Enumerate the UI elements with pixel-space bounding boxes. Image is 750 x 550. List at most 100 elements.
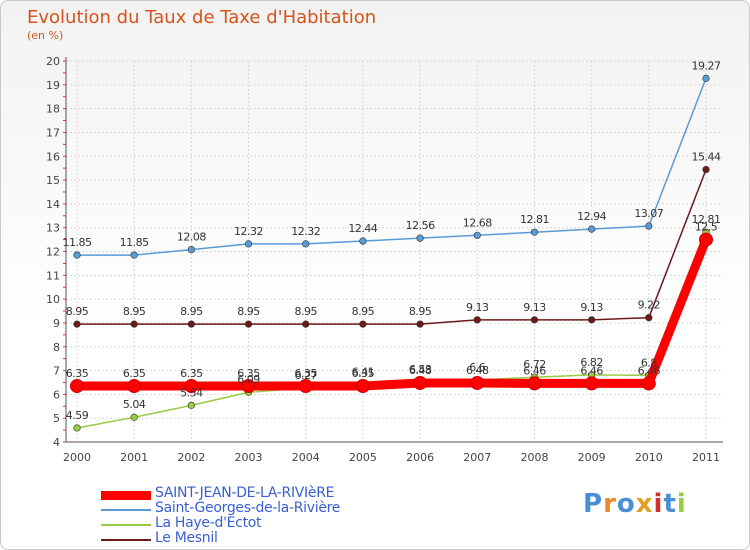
logo-letter: t bbox=[663, 489, 677, 519]
data-point bbox=[130, 413, 138, 421]
y-tick-label: 11 bbox=[46, 269, 60, 282]
legend-swatch bbox=[101, 490, 151, 500]
data-label: 5.54 bbox=[180, 386, 203, 399]
x-tick-label: 2004 bbox=[292, 451, 320, 464]
data-point bbox=[702, 165, 710, 174]
data-label: 6.6 bbox=[469, 361, 485, 374]
data-label: 6.27 bbox=[294, 369, 317, 382]
series-layer bbox=[70, 74, 713, 432]
data-point bbox=[302, 320, 310, 328]
legend-item: Saint-Georges-de-la-Rivière bbox=[101, 500, 401, 517]
y-tick-label: 13 bbox=[46, 222, 60, 235]
y-tick-label: 6 bbox=[53, 388, 60, 401]
data-label: 19.27 bbox=[692, 59, 721, 72]
y-tick-label: 9 bbox=[53, 317, 60, 330]
data-point bbox=[413, 375, 428, 390]
data-point bbox=[127, 379, 142, 394]
x-tick-label: 2010 bbox=[635, 451, 663, 464]
y-tick-label: 19 bbox=[46, 79, 60, 92]
data-label: 6.09 bbox=[237, 373, 260, 386]
x-tick-label: 2009 bbox=[578, 451, 606, 464]
data-point bbox=[473, 231, 481, 239]
legend: SAINT-JEAN-DE-LA-RIVIèRE Saint-Georges-de… bbox=[101, 485, 401, 547]
data-point bbox=[130, 251, 138, 259]
unit-label: (en %) bbox=[27, 29, 64, 42]
legend-item: La Haye-d'Ectot bbox=[101, 515, 401, 532]
data-point bbox=[73, 424, 81, 432]
data-point bbox=[641, 376, 656, 391]
data-label: 12.5 bbox=[695, 221, 718, 234]
data-label: 9.13 bbox=[466, 301, 489, 314]
data-label: 13.07 bbox=[634, 207, 663, 220]
legend-swatch bbox=[101, 524, 151, 526]
data-label: 6.35 bbox=[294, 367, 317, 380]
data-point bbox=[187, 320, 195, 328]
data-label: 8.95 bbox=[123, 305, 146, 318]
data-label: 11.85 bbox=[120, 236, 149, 249]
data-label: 8.95 bbox=[352, 305, 375, 318]
y-tick-label: 10 bbox=[46, 293, 60, 306]
data-point bbox=[73, 251, 81, 259]
data-point bbox=[416, 234, 424, 242]
data-point bbox=[359, 237, 367, 245]
data-point bbox=[473, 316, 481, 324]
data-label: 6.35 bbox=[123, 367, 146, 380]
data-point bbox=[416, 320, 424, 328]
data-label: 15.44 bbox=[692, 151, 721, 164]
logo-letter: i bbox=[676, 489, 687, 519]
data-label: 6.72 bbox=[523, 358, 546, 371]
data-label: 12.68 bbox=[463, 216, 492, 229]
data-label: 9.13 bbox=[580, 301, 603, 314]
legend-label: La Haye-d'Ectot bbox=[155, 515, 262, 531]
data-point bbox=[527, 376, 542, 391]
data-point bbox=[359, 320, 367, 328]
data-label: 12.32 bbox=[291, 225, 320, 238]
data-label: 8.95 bbox=[237, 305, 260, 318]
y-tick-label: 18 bbox=[46, 103, 60, 116]
logo-letter: P bbox=[583, 489, 604, 519]
x-tick-label: 2000 bbox=[63, 451, 91, 464]
data-point bbox=[187, 245, 195, 254]
data-point bbox=[184, 379, 199, 394]
data-label: 11.85 bbox=[63, 236, 92, 249]
data-label: 12.56 bbox=[406, 219, 435, 232]
x-tick-label: 2001 bbox=[120, 451, 148, 464]
proxiti-logo: Proxiti bbox=[583, 489, 687, 519]
data-point bbox=[699, 232, 713, 247]
data-label: 9.22 bbox=[638, 299, 661, 312]
data-label: 6.48 bbox=[466, 364, 489, 377]
data-point bbox=[130, 320, 138, 328]
logo-letter: r bbox=[603, 489, 617, 519]
data-point bbox=[470, 375, 485, 390]
data-label: 8.95 bbox=[180, 305, 203, 318]
legend-label: SAINT-JEAN-DE-LA-RIVIèRE bbox=[155, 485, 335, 501]
legend-label: Saint-Georges-de-la-Rivière bbox=[155, 500, 341, 516]
y-tick-label: 4 bbox=[53, 436, 60, 449]
data-point bbox=[530, 316, 539, 324]
y-tick-label: 15 bbox=[46, 174, 60, 187]
logo-letter: i bbox=[653, 489, 664, 519]
data-point bbox=[645, 222, 653, 230]
data-label: 12.44 bbox=[348, 222, 377, 235]
logo-letter: o bbox=[616, 489, 636, 519]
data-label: 6.35 bbox=[66, 367, 89, 380]
legend-item: Le Mesnil bbox=[101, 530, 401, 547]
data-point bbox=[530, 228, 539, 236]
series-line-2 bbox=[76, 231, 707, 429]
data-point bbox=[244, 240, 253, 248]
data-label: 12.32 bbox=[234, 225, 263, 238]
data-label: 4.59 bbox=[66, 409, 89, 422]
y-tick-label: 20 bbox=[46, 55, 60, 68]
x-tick-label: 2002 bbox=[177, 451, 205, 464]
data-point bbox=[241, 379, 256, 394]
data-label: 12.81 bbox=[520, 213, 549, 226]
legend-swatch bbox=[101, 509, 151, 511]
data-label: 5.04 bbox=[123, 398, 146, 411]
data-label: 12.81 bbox=[692, 213, 721, 226]
x-tick-label: 2006 bbox=[406, 451, 434, 464]
legend-label: Le Mesnil bbox=[155, 530, 218, 546]
data-point bbox=[244, 320, 253, 328]
data-point bbox=[187, 401, 195, 409]
data-label: 6.41 bbox=[352, 366, 375, 379]
